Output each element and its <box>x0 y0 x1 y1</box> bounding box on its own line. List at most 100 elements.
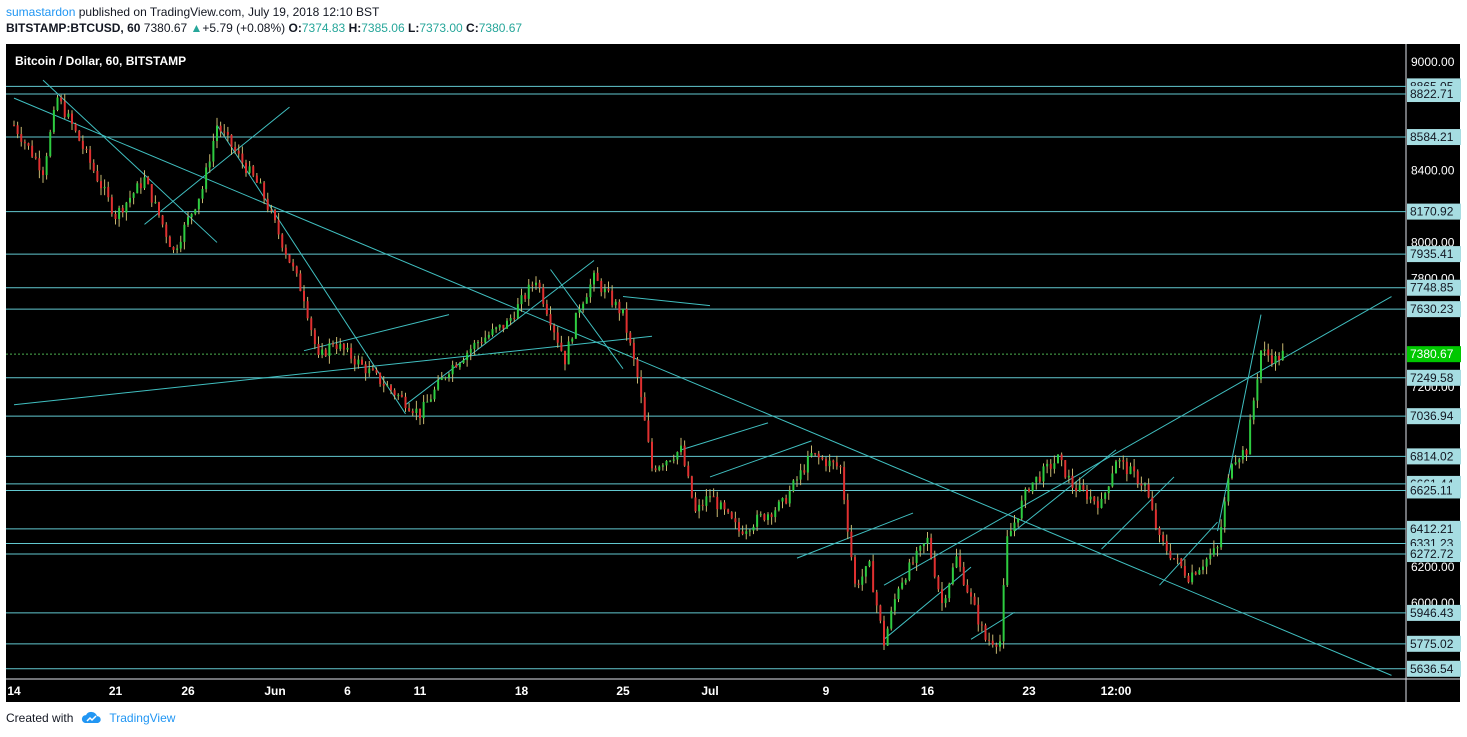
candle-body <box>114 213 117 219</box>
candle-body <box>603 288 606 293</box>
x-tick-label: 14 <box>7 684 21 698</box>
candle-body <box>777 501 780 511</box>
candle-body <box>785 498 788 504</box>
candle-body <box>1042 466 1045 482</box>
candle-body <box>930 537 933 558</box>
trend-line <box>970 611 1015 640</box>
candle-body <box>607 288 610 291</box>
candle-body <box>382 383 385 386</box>
candle-body <box>1129 466 1132 475</box>
candle-body <box>1009 530 1012 537</box>
candle-body <box>60 97 63 102</box>
candle-body <box>132 193 135 198</box>
trend-line <box>1014 449 1117 532</box>
candle-body <box>835 462 838 467</box>
candle-body <box>143 177 146 189</box>
candle-body <box>1241 450 1244 460</box>
candle-body <box>788 490 791 504</box>
candle-body <box>915 550 918 563</box>
candle-body <box>451 364 454 375</box>
candle-body <box>669 460 672 462</box>
candle-body <box>67 113 70 117</box>
candle-body <box>487 334 490 338</box>
candle-body <box>1118 460 1121 462</box>
candle-body <box>897 588 900 600</box>
candle-body <box>313 330 316 345</box>
candle-body <box>386 385 389 387</box>
candle-body <box>473 342 476 349</box>
candle-body <box>393 390 396 396</box>
candle-body <box>1013 522 1016 531</box>
candle-body <box>183 224 186 242</box>
candle-body <box>1122 460 1125 462</box>
chart-header: sumastardon published on TradingView.com… <box>6 4 522 36</box>
candle-body <box>27 143 30 146</box>
candle-body <box>437 379 440 390</box>
candle-body <box>498 324 501 328</box>
candle-body <box>426 401 429 403</box>
candle-body <box>741 531 744 534</box>
candle-body <box>1245 450 1248 455</box>
candle-body <box>179 241 182 249</box>
candle-body <box>1209 554 1212 560</box>
candle-body <box>926 537 929 544</box>
candle-body <box>16 125 19 135</box>
horizontal-level-label: 6412.21 <box>1410 522 1454 536</box>
trend-line <box>216 124 406 415</box>
candle-body <box>1089 496 1092 500</box>
candle-body <box>49 132 52 157</box>
candle-body <box>796 479 798 481</box>
horizontal-level-label: 8170.92 <box>1410 205 1454 219</box>
x-tick-label: 26 <box>181 684 195 698</box>
candle-body <box>364 364 367 374</box>
candle-body <box>346 347 349 350</box>
author-link[interactable]: sumastardon <box>6 5 76 19</box>
candle-body <box>205 167 208 190</box>
candle-body <box>429 399 432 402</box>
trend-line <box>405 260 595 406</box>
candle-body <box>730 512 733 519</box>
candle-body <box>734 518 737 523</box>
candle-body <box>839 466 842 468</box>
candle-body <box>92 162 95 171</box>
candle-body <box>168 236 171 248</box>
trend-line <box>550 269 624 370</box>
candle-body <box>1194 572 1197 575</box>
candle-body <box>440 377 443 380</box>
candle-body <box>582 303 585 310</box>
candle-body <box>850 531 853 558</box>
candle-body <box>89 149 92 163</box>
candle-body <box>1165 541 1168 551</box>
candle-body <box>455 364 458 368</box>
candle-body <box>1028 489 1030 492</box>
candle-body <box>342 344 345 350</box>
candle-body <box>542 287 545 304</box>
horizontal-level-label: 5636.54 <box>1410 662 1454 676</box>
candle-body <box>154 202 157 204</box>
candle-body <box>879 605 882 621</box>
candle-body <box>1093 496 1096 502</box>
candle-body <box>357 359 360 365</box>
candle-body <box>719 502 722 510</box>
time-axis <box>6 679 1460 702</box>
candle-body <box>495 327 498 330</box>
trend-line <box>1159 521 1218 586</box>
candle-body <box>1031 482 1034 492</box>
candle-body <box>999 641 1001 647</box>
candle-body <box>781 498 784 502</box>
candle-body <box>1223 501 1226 527</box>
candle-body <box>190 213 193 218</box>
candle-body <box>332 343 334 345</box>
trend-line <box>680 422 769 451</box>
tradingview-link[interactable]: TradingView <box>109 711 176 725</box>
candle-body <box>970 592 972 597</box>
candle-body <box>980 624 983 626</box>
candle-body <box>861 576 864 585</box>
created-with-text: Created with <box>6 711 74 725</box>
candle-body <box>709 496 711 498</box>
candle-body <box>1096 501 1099 508</box>
candle-body <box>908 562 911 580</box>
candle-body <box>712 496 715 498</box>
candle-body <box>52 110 55 133</box>
